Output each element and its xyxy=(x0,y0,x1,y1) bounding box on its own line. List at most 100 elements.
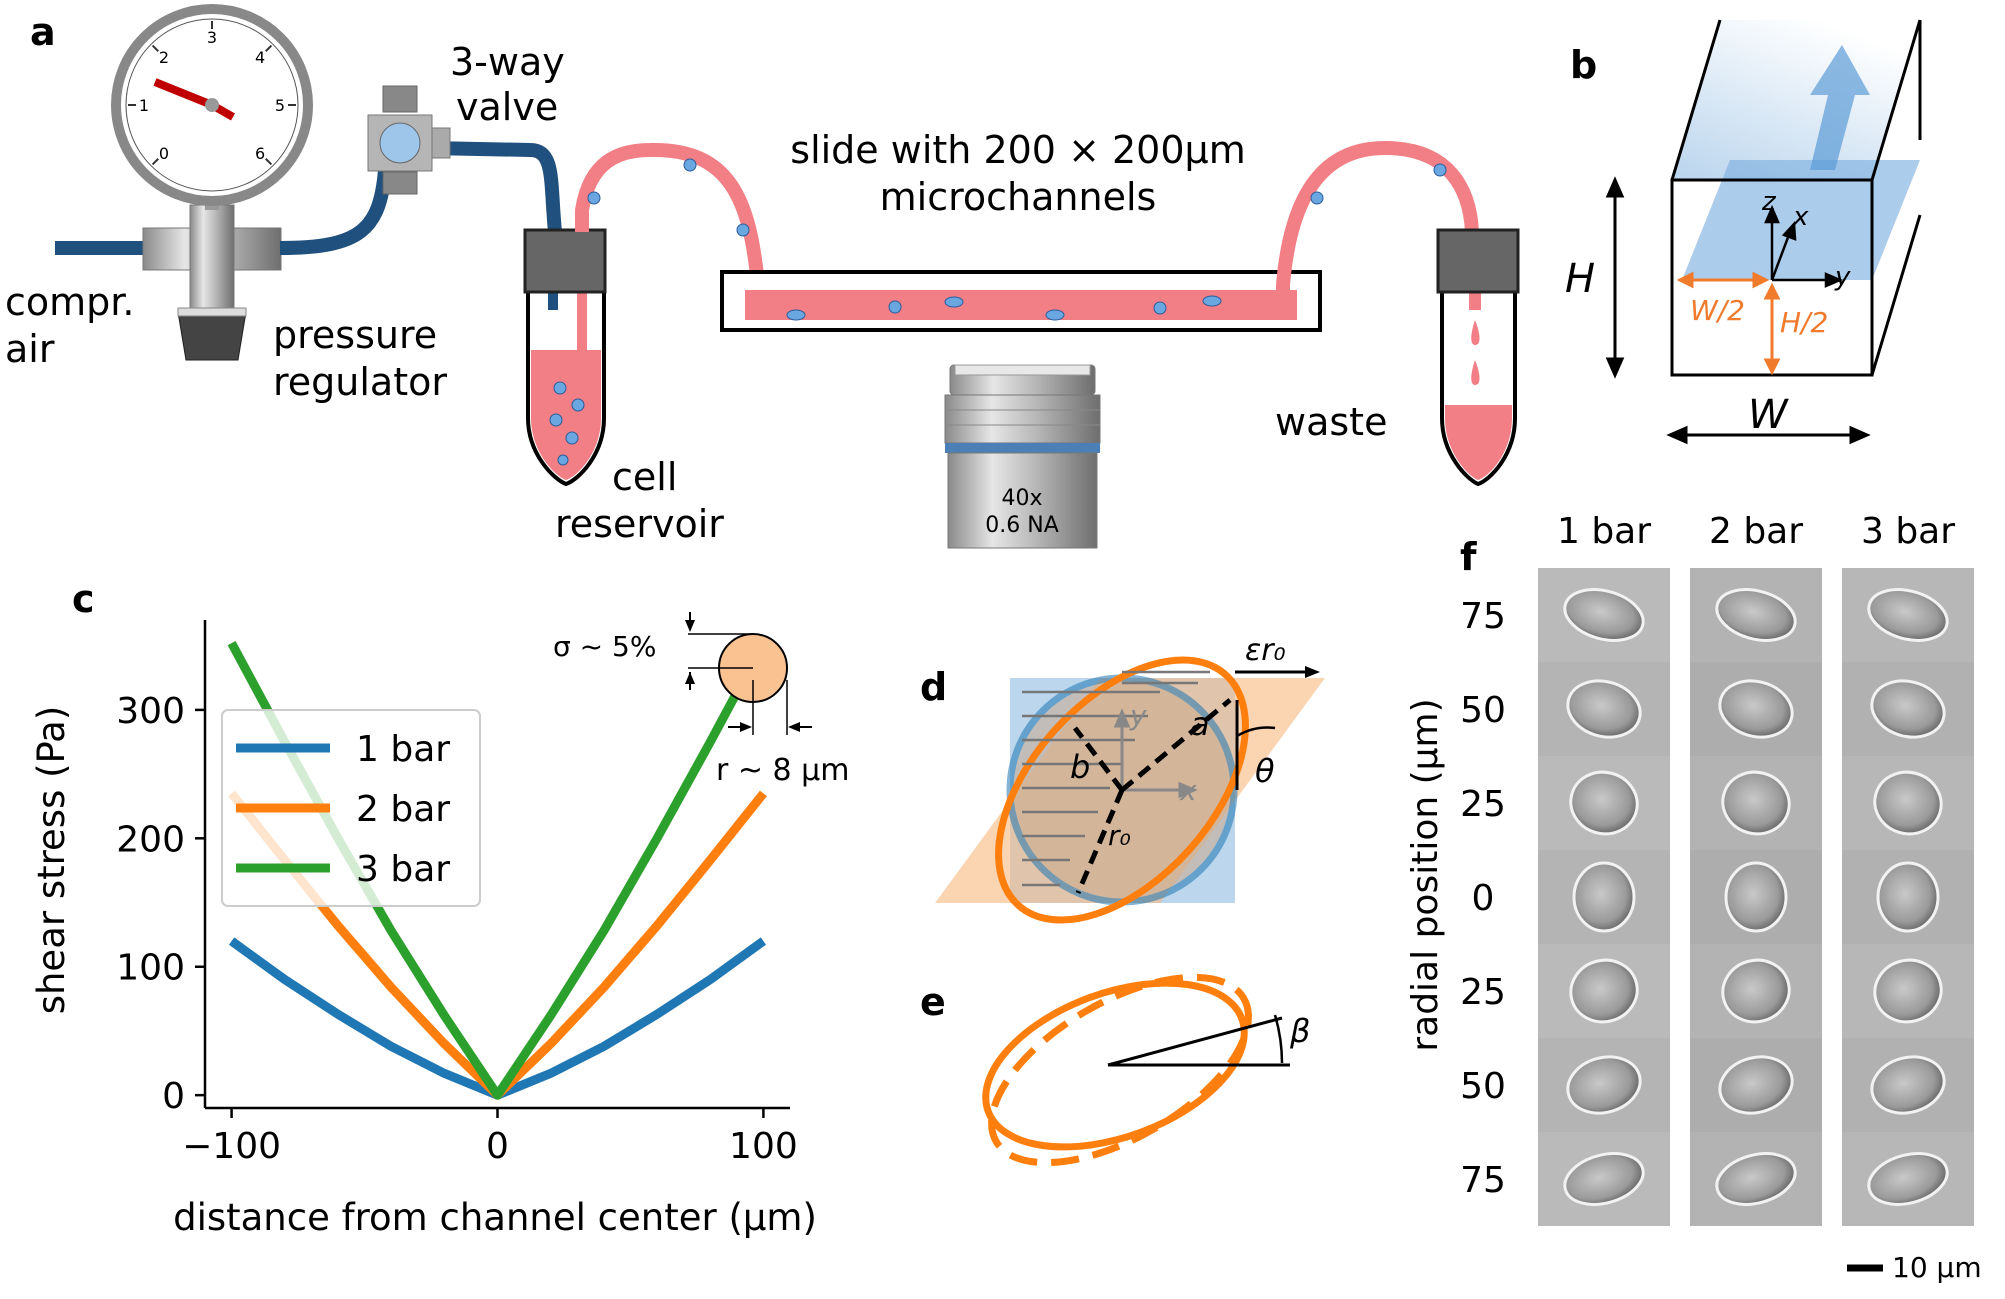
shear-stress-chart: −100 0 100 0 100 200 300 distance from channel… xyxy=(30,612,849,1239)
objective-mag: 40x xyxy=(1001,486,1042,511)
gauge-tick xyxy=(151,158,159,166)
compr-air-label-2: air xyxy=(5,327,55,371)
panel-letter-c: c xyxy=(72,577,95,621)
r-annotation: r ~ 8 µm xyxy=(716,753,849,788)
valve-label-2: valve xyxy=(456,85,558,129)
cell-image xyxy=(1870,1055,1946,1115)
cell-image xyxy=(1873,958,1943,1024)
gauge-tick-label: 4 xyxy=(255,48,265,67)
panel-a: a 0 1 2 3 4 5 6 compr. air pressure regulator xyxy=(5,4,1520,549)
half-dimensions xyxy=(1676,271,1781,376)
column-header: 3 bar xyxy=(1861,511,1955,552)
y-axis-label: shear stress (Pa) xyxy=(30,706,73,1015)
x-tick-label: 0 xyxy=(486,1126,509,1167)
cell-image xyxy=(1715,1152,1797,1206)
cell-image xyxy=(1566,679,1642,739)
ellipse-solid xyxy=(982,979,1248,1151)
tubing-out xyxy=(1276,140,1479,312)
r0-label: r₀ xyxy=(1108,819,1131,852)
x-tick-label: −100 xyxy=(182,1126,281,1167)
cell-image xyxy=(1563,588,1645,642)
panel-letter-e: e xyxy=(920,980,946,1024)
row-label: 50 xyxy=(1460,1066,1506,1107)
row-label: 75 xyxy=(1460,1160,1506,1201)
h-half: H/2 xyxy=(1780,306,1828,339)
row-label: 75 xyxy=(1460,596,1506,637)
pressure-gauge-icon: 0 1 2 3 4 5 6 xyxy=(111,4,313,206)
beta-label: β xyxy=(1289,1012,1310,1050)
panel-c: c −100 0 100 0 100 200 300 distance from chann… xyxy=(30,577,849,1239)
y-tick-label: 0 xyxy=(162,1076,185,1117)
x-axis-label: distance from channel center (μm) xyxy=(173,1196,817,1239)
y-tick-label: 100 xyxy=(116,948,185,989)
cell-image xyxy=(1569,958,1639,1024)
cell-image xyxy=(1569,770,1639,836)
gauge-tick-label: 1 xyxy=(139,96,149,115)
flow-plane xyxy=(1682,160,1920,280)
panel-letter-a: a xyxy=(30,10,56,54)
gauge-needle xyxy=(153,78,214,109)
cell-image xyxy=(1724,861,1788,933)
theta-label: θ xyxy=(1255,752,1275,790)
cell-image xyxy=(1867,1152,1949,1206)
cell-image xyxy=(1721,770,1791,836)
row-label: 0 xyxy=(1472,878,1495,919)
d-y-label: y xyxy=(1129,699,1147,732)
cell-image xyxy=(1572,861,1636,933)
eps-r0-label: εr₀ xyxy=(1245,633,1286,668)
cell-reservoir-tube xyxy=(523,228,607,487)
cell-image xyxy=(1870,679,1946,739)
cell-image xyxy=(1867,588,1949,642)
panel-e: e β xyxy=(920,973,1310,1167)
slide-label-2: microchannels xyxy=(880,175,1157,219)
cell-image xyxy=(1715,588,1797,642)
row-label: 25 xyxy=(1460,784,1506,825)
gauge-tick-label: 0 xyxy=(159,144,169,163)
compr-air-label-1: compr. xyxy=(5,280,135,324)
y-tick-label: 300 xyxy=(116,691,185,732)
d-axes xyxy=(1113,708,1198,799)
reservoir-label-1: cell xyxy=(612,455,677,499)
valve-label-1: 3-way xyxy=(450,40,565,84)
axis-y: y xyxy=(1834,262,1851,292)
gauge-tick xyxy=(265,44,273,52)
legend-box xyxy=(221,709,481,907)
legend-label: 3 bar xyxy=(356,849,450,890)
series-line-1 xyxy=(228,937,767,1100)
panel-b: b z x y W/2 H/2 xyxy=(1565,19,1922,445)
regulator-knob xyxy=(177,311,247,361)
w-label: W xyxy=(1748,392,1789,438)
cell-image xyxy=(1718,679,1794,739)
axis-dashes xyxy=(1073,698,1232,894)
column-header: 1 bar xyxy=(1557,511,1651,552)
reservoir-label-2: reservoir xyxy=(555,502,724,546)
axis-x: x xyxy=(1792,202,1809,232)
objective-na: 0.6 NA xyxy=(985,513,1059,538)
legend-label: 1 bar xyxy=(356,729,450,770)
panel-letter-f: f xyxy=(1460,535,1477,579)
gauge-tick-label: 3 xyxy=(207,28,217,47)
b-label: b xyxy=(1070,748,1090,786)
w-arrow xyxy=(1666,425,1871,445)
ellipse-dashed xyxy=(988,973,1252,1167)
gauge-tick-label: 5 xyxy=(275,96,285,115)
regulator-label-2: regulator xyxy=(273,360,447,404)
regulator-stem xyxy=(189,204,235,311)
cell-image xyxy=(1721,958,1791,1024)
panel-d: d εr₀ y x xyxy=(920,633,1325,924)
waste-label: waste xyxy=(1275,400,1387,444)
deformed-ellipse xyxy=(995,656,1249,924)
waste-tube xyxy=(1436,228,1520,487)
h-arrow xyxy=(1605,176,1625,379)
panel-letter-b: b xyxy=(1570,43,1597,87)
cell-size-annotation xyxy=(685,612,812,735)
sigma-annotation: σ ~ 5% xyxy=(553,630,656,663)
microchannel-slide xyxy=(720,270,1322,332)
row-label: 50 xyxy=(1460,690,1506,731)
radial-position-label: radial position (µm) xyxy=(1405,698,1446,1051)
flow-arrow-icon xyxy=(1810,45,1870,170)
flow-profile-arrows xyxy=(1022,670,1210,887)
legend-label: 2 bar xyxy=(356,789,450,830)
axis-z: z xyxy=(1761,187,1777,217)
